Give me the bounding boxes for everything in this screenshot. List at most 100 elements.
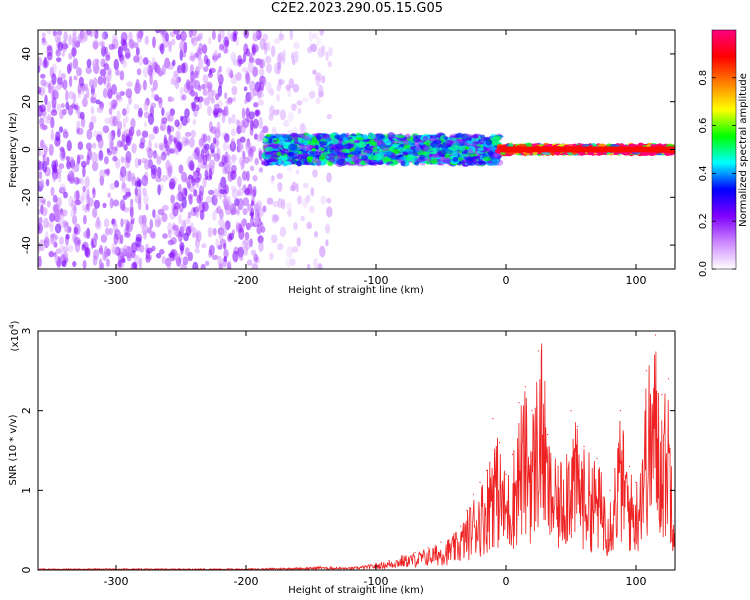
heatmap-cell <box>48 83 52 95</box>
heatmap-cell <box>192 261 199 269</box>
heatmap-cell <box>83 214 87 225</box>
heatmap-cell <box>325 223 331 234</box>
heatmap-cell <box>42 160 48 173</box>
heatmap-cell <box>109 138 114 150</box>
heatmap-cell <box>72 58 79 70</box>
heatmap-cell <box>328 46 333 57</box>
heatmap-cell <box>104 46 108 55</box>
heatmap-cell <box>38 196 42 207</box>
heatmap-cell <box>338 145 345 150</box>
heatmap-cell <box>152 61 159 71</box>
heatmap-cell <box>477 147 485 151</box>
heatmap-cell <box>117 120 123 131</box>
heatmap-cell <box>144 159 150 170</box>
heatmap-cell <box>288 151 295 157</box>
heatmap-cell <box>162 204 169 211</box>
heatmap-cell <box>73 75 78 81</box>
heatmap-cell <box>59 109 64 120</box>
heatmap-cell <box>197 102 203 109</box>
heatmap-cell <box>160 151 167 161</box>
heatmap-cell <box>71 165 77 174</box>
heatmap-cell <box>42 111 47 119</box>
heatmap-cell <box>135 236 142 248</box>
heatmap-cell <box>40 139 45 150</box>
heatmap-cell <box>207 105 212 116</box>
heatmap-cell <box>254 215 259 228</box>
heatmap-cell <box>314 231 318 238</box>
heatmap-cell <box>272 200 279 208</box>
heatmap-cell <box>65 227 70 234</box>
heatmap-cell <box>191 37 198 47</box>
heatmap-cell <box>349 161 355 165</box>
heatmap-cell <box>175 147 180 156</box>
heatmap-cell <box>129 203 134 213</box>
heatmap-cell <box>205 260 210 266</box>
heatmap-cell <box>179 241 185 252</box>
heatmap-cell <box>48 250 55 258</box>
heatmap-cell <box>468 148 474 154</box>
heatmap-cell <box>257 91 262 98</box>
heatmap-cell <box>77 92 82 99</box>
heatmap-cell <box>86 58 92 68</box>
heatmap-cell <box>191 102 196 112</box>
heatmap-cell <box>53 253 59 262</box>
heatmap-cell <box>174 79 180 90</box>
heatmap-cell <box>80 160 87 168</box>
heatmap-cell <box>243 238 250 246</box>
heatmap-cell <box>194 177 201 184</box>
heatmap-cell <box>122 137 126 148</box>
heatmap-cell <box>125 88 133 98</box>
heatmap-cell <box>184 131 192 137</box>
heatmap-cell <box>90 115 97 124</box>
heatmap-cell <box>161 117 168 124</box>
heatmap-cell <box>212 55 219 61</box>
heatmap-cell <box>218 218 225 227</box>
heatmap-cell <box>289 30 293 41</box>
heatmap-cell <box>44 241 51 247</box>
heatmap-cell <box>55 131 61 142</box>
heatmap-cell <box>215 126 221 134</box>
heatmap-cell <box>282 49 287 56</box>
heatmap-cell <box>161 174 168 183</box>
heatmap-cell <box>221 113 226 124</box>
heatmap-cell <box>167 228 172 238</box>
heatmap-cell <box>235 221 240 233</box>
heatmap-cell <box>368 139 375 145</box>
heatmap-cell <box>130 117 136 129</box>
heatmap-cell <box>104 117 111 124</box>
heatmap-cell <box>271 175 275 181</box>
heatmap-cell <box>271 126 277 136</box>
heatmap-cell <box>38 173 43 180</box>
heatmap-cell <box>106 258 110 267</box>
heatmap-cell <box>260 221 264 228</box>
heatmap-cell <box>218 43 224 51</box>
heatmap-cell <box>68 34 72 46</box>
heatmap-cell <box>318 154 326 161</box>
heatmap-cell <box>150 231 156 239</box>
heatmap-cell <box>256 225 262 235</box>
heatmap-cell <box>100 41 105 49</box>
heatmap-cell <box>300 215 305 222</box>
heatmap-cell <box>66 140 72 152</box>
heatmap-cell <box>142 57 149 65</box>
heatmap-cell <box>482 156 492 162</box>
heatmap-cell <box>246 117 254 123</box>
heatmap-cell <box>189 55 196 62</box>
heatmap-cell <box>188 174 193 180</box>
heatmap-cell <box>326 206 333 218</box>
heatmap-cell <box>227 261 232 269</box>
heatmap-cell <box>112 155 118 162</box>
heatmap-cell <box>286 202 292 211</box>
heatmap-cell <box>457 138 464 144</box>
heatmap-cell <box>107 192 111 198</box>
heatmap-cell <box>102 88 108 99</box>
heatmap-cell <box>258 58 266 69</box>
heatmap-cell <box>452 156 459 162</box>
heatmap-cell <box>156 156 162 165</box>
heatmap-cell <box>126 103 130 115</box>
heatmap-cell <box>38 255 42 268</box>
heatmap-cell <box>150 168 157 180</box>
heatmap-cell <box>211 30 216 40</box>
heatmap-cell <box>282 53 286 65</box>
heatmap-cell <box>243 156 250 164</box>
